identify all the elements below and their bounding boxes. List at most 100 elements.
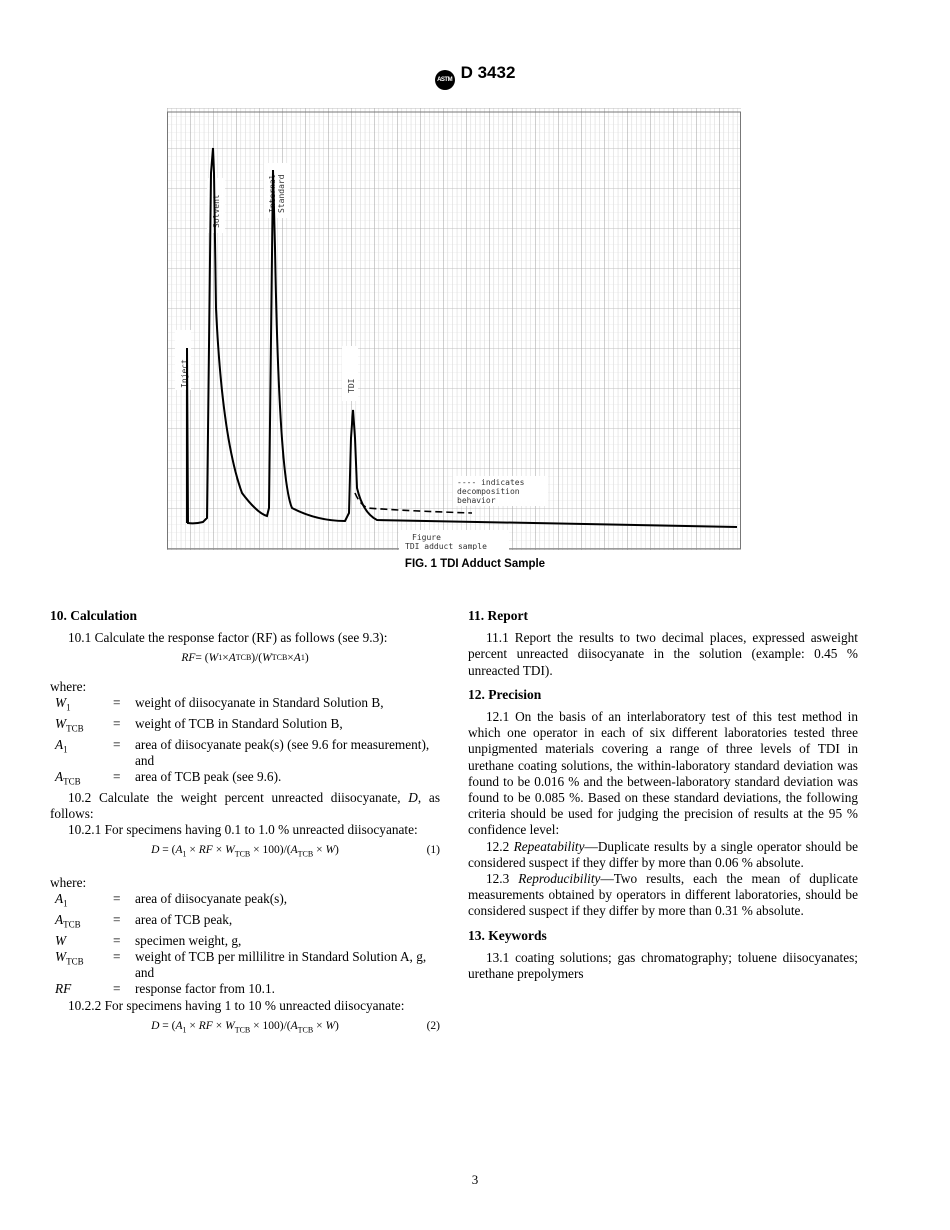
symbol: RF <box>55 981 72 997</box>
equation-1: D = (A1 × RF × WTCB × 100)/(ATCB × W) (1) <box>50 842 440 863</box>
equation-subscript: TCB <box>235 653 252 663</box>
definition-text: area of diisocyanate peak(s) (see 9.6 fo… <box>135 736 430 768</box>
equation-term: = ( <box>159 844 176 857</box>
equals-sign: = <box>113 736 121 752</box>
chromatogram-trace <box>186 147 738 528</box>
equation-term: × 100)/( <box>250 1019 291 1032</box>
equals-sign: = <box>113 891 121 907</box>
legend-line-3: behavior <box>457 496 496 505</box>
equation-2: D = (A1 × RF × WTCB × 100)/(ATCB × W) (2) <box>50 1018 440 1039</box>
para-10-2-text: 10.2 Calculate the weight percent unreac… <box>68 789 401 805</box>
page-header: ASTM D 3432 <box>0 63 950 90</box>
para-12-3: 12.3 Reproducibility—Two results, each t… <box>468 871 858 920</box>
symbol: W <box>55 932 67 948</box>
equals-sign: = <box>113 911 121 927</box>
equation-term: )/( <box>251 652 263 665</box>
equation-term: ) <box>304 652 309 665</box>
inject-label: Inject <box>180 359 189 388</box>
equation-term: W <box>262 652 272 665</box>
para-10-2-2: 10.2.2 For specimens having 1 to 10 % un… <box>68 997 405 1013</box>
equation-subscript: TCB <box>234 1025 251 1035</box>
equation-term: A <box>290 844 298 857</box>
equation-subscript: TCB <box>271 653 288 663</box>
equation-term: A <box>290 1019 298 1032</box>
equation-term: × <box>186 844 199 857</box>
equation-term: W <box>225 844 235 857</box>
equation-term: × <box>212 844 226 857</box>
equation-subscript: TCB <box>297 849 314 859</box>
definition-text: area of TCB peak (see 9.6). <box>135 768 282 784</box>
equals-sign: = <box>113 694 121 710</box>
definitions-2: A1 = area of diisocyanate peak(s), ATCB = are… <box>55 891 440 998</box>
equation-term: W <box>325 844 336 857</box>
symbol: A1 <box>55 736 68 755</box>
definition-text: weight of diisocyanate in Standard Solut… <box>135 694 384 710</box>
para-10-2: 10.2 Calculate the weight percent unreac… <box>50 790 440 822</box>
para-12-3-num: 12.3 <box>486 871 519 887</box>
equals-sign: = <box>113 949 121 965</box>
where-label-1: where: <box>50 678 87 694</box>
equation-term: A <box>228 652 236 665</box>
definition-row: W = specimen weight, g, <box>55 933 440 949</box>
para-10-2-tail: , as follows: <box>50 789 440 821</box>
definition-row: A1 = area of diisocyanate peak(s) (see 9.6… <box>55 737 440 769</box>
equation-1-number: (1) <box>426 844 440 857</box>
tdi-label: TDI <box>347 378 356 393</box>
section-13-heading: 13. Keywords <box>468 927 547 943</box>
section-12-heading: 12. Precision <box>468 686 542 702</box>
equals-sign: = <box>113 932 121 948</box>
equation-rf: RF = (W 1 × A TCB)/(W TCB × A 1) <box>50 650 440 666</box>
figure-caption: FIG. 1 TDI Adduct Sample <box>404 558 546 570</box>
equals-sign: = <box>113 715 121 731</box>
equation-term: × <box>287 652 294 665</box>
equation-term: RF <box>181 652 196 665</box>
equals-sign: = <box>113 981 121 997</box>
figure-label-1: Figure <box>412 533 441 542</box>
para-12-2-text: —Duplicate results by a single operator … <box>468 838 858 870</box>
equation-term: × <box>186 1019 199 1032</box>
equation-term: D <box>151 1019 160 1032</box>
repeatability-term: Repeatability <box>513 838 585 854</box>
equation-term: = ( <box>159 1019 176 1032</box>
definition-row: W1 = weight of diisocyanate in Standard So… <box>55 695 440 716</box>
equation-term: × <box>222 652 229 665</box>
equation-term: W <box>325 1019 336 1032</box>
reproducibility-term: Reproducibility <box>518 871 601 887</box>
definition-row: A1 = area of diisocyanate peak(s), <box>55 891 440 912</box>
section-11-heading: 11. Report <box>468 608 528 623</box>
equation-term: D <box>151 844 160 857</box>
legend-line-2: decomposition <box>457 487 520 496</box>
equation-term: × <box>313 1019 326 1032</box>
equation-term: W <box>225 1019 235 1032</box>
chromatogram-figure: Inject Solvent Internal Standard TDI ---… <box>167 108 741 550</box>
equation-term: RF <box>198 844 213 857</box>
internal-standard-label-2: Standard <box>277 174 286 213</box>
symbol: A1 <box>55 891 68 909</box>
definition-text: weight of TCB in Standard Solution B, <box>135 715 343 731</box>
equation-term: W <box>208 652 219 665</box>
equation-subscript: 1 <box>182 1025 187 1035</box>
astm-logo: ASTM <box>434 70 455 90</box>
equation-subscript: 1 <box>300 653 305 663</box>
equation-subscript: 1 <box>218 653 223 663</box>
equation-term: = ( <box>195 652 209 665</box>
equation-term: A <box>175 844 183 857</box>
symbol: WTCB <box>55 949 84 967</box>
equation-2-number: (2) <box>426 1019 440 1032</box>
equation-subscript: TCB <box>234 849 251 859</box>
definition-row: RF = response factor from 10.1. <box>55 981 440 997</box>
definition-text: specimen weight, g, <box>135 932 242 948</box>
equation-term: A <box>293 652 301 665</box>
equation-1-body: D = (A1 × RF × WTCB × 100)/(ATCB × W) <box>151 842 339 863</box>
solvent-label: Solvent <box>212 194 221 228</box>
equation-term: × <box>313 844 326 857</box>
where-label-2: where: <box>50 874 87 890</box>
legend-line-1: ---- indicates <box>457 478 525 487</box>
definition-row: ATCB = area of TCB peak, <box>55 912 440 933</box>
para-12-3-text: —Two results, each the mean of duplicate… <box>468 871 858 919</box>
para-13-1: 13.1 coating solutions; gas chromatograp… <box>468 949 858 982</box>
definition-text: area of diisocyanate peak(s), <box>135 891 288 907</box>
definition-text: weight of TCB per millilitre in Standard… <box>135 949 427 981</box>
equation-term: ) <box>335 1019 339 1032</box>
definition-text: response factor from 10.1. <box>135 981 275 997</box>
